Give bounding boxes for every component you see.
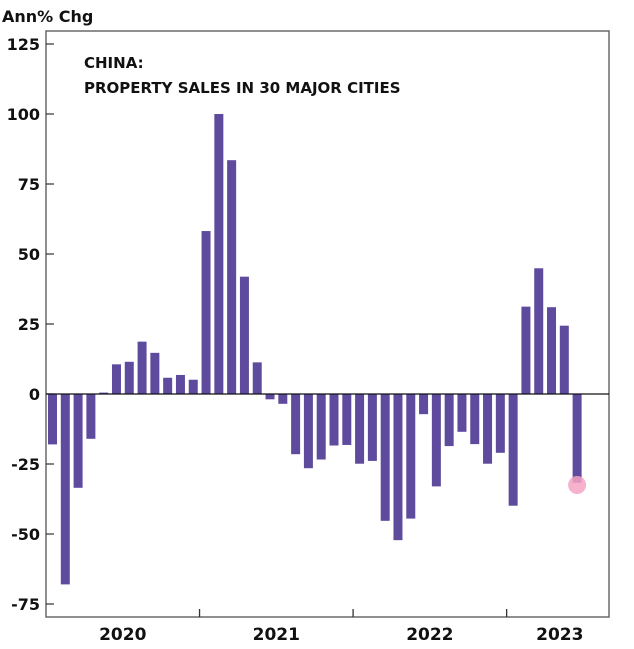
bar — [252, 362, 262, 394]
y-tick-label: 0 — [29, 385, 40, 404]
bar — [86, 394, 96, 439]
bar — [150, 352, 160, 394]
bar — [227, 160, 237, 394]
bar — [355, 394, 365, 464]
x-tick-label: 2023 — [536, 625, 583, 645]
x-axis: 2020 2021 2022 2023 — [99, 609, 583, 645]
y-tick-label: 100 — [7, 105, 40, 124]
bar — [470, 394, 480, 445]
bar — [60, 394, 70, 585]
y-tick-label: 125 — [7, 35, 40, 54]
y-tick-label: -50 — [11, 525, 40, 544]
x-tick-label: 2022 — [406, 625, 453, 645]
bar — [124, 361, 134, 394]
bar — [73, 394, 83, 488]
bar — [175, 374, 185, 394]
bar — [99, 392, 109, 394]
bar — [406, 394, 416, 519]
bar — [329, 394, 339, 446]
y-tick-label: -75 — [11, 595, 40, 614]
bar — [419, 394, 429, 415]
y-tick-label: 25 — [18, 315, 40, 334]
bar — [163, 377, 173, 394]
bar — [137, 341, 147, 394]
bar — [483, 394, 493, 464]
bar — [265, 394, 275, 400]
y-axis: 125 100 75 50 25 0 -25 -50 -75 — [7, 35, 54, 614]
bar — [495, 394, 505, 453]
bar — [367, 394, 377, 461]
bar — [534, 268, 544, 394]
bar — [559, 325, 569, 394]
bar — [457, 394, 467, 432]
bar — [303, 394, 313, 469]
y-tick-label: -25 — [11, 455, 40, 474]
highlight-marker — [568, 476, 587, 494]
y-tick-label: 50 — [18, 245, 40, 264]
y-axis-title: Ann% Chg — [2, 7, 93, 26]
x-tick-label: 2020 — [99, 625, 146, 645]
bar — [48, 394, 57, 445]
bar — [521, 306, 531, 394]
bar — [444, 394, 454, 447]
x-tick-label: 2021 — [253, 625, 300, 645]
chart-subtitle: PROPERTY SALES IN 30 MAJOR CITIES — [84, 79, 401, 97]
y-tick-label: 75 — [18, 175, 40, 194]
bar — [380, 394, 390, 521]
bars — [48, 114, 582, 585]
highlight-layer — [568, 476, 587, 494]
bar — [291, 394, 301, 455]
bar — [278, 394, 288, 404]
bar — [239, 276, 249, 394]
bar — [393, 394, 403, 541]
bar — [316, 394, 326, 460]
bar — [188, 379, 198, 394]
bar — [342, 394, 352, 445]
bar — [547, 307, 557, 394]
bar — [431, 394, 441, 487]
bar — [214, 114, 224, 394]
chart-title: CHINA: — [84, 54, 144, 72]
bar — [111, 364, 121, 394]
bar — [572, 394, 582, 483]
bar — [201, 231, 211, 394]
bar — [508, 394, 518, 506]
